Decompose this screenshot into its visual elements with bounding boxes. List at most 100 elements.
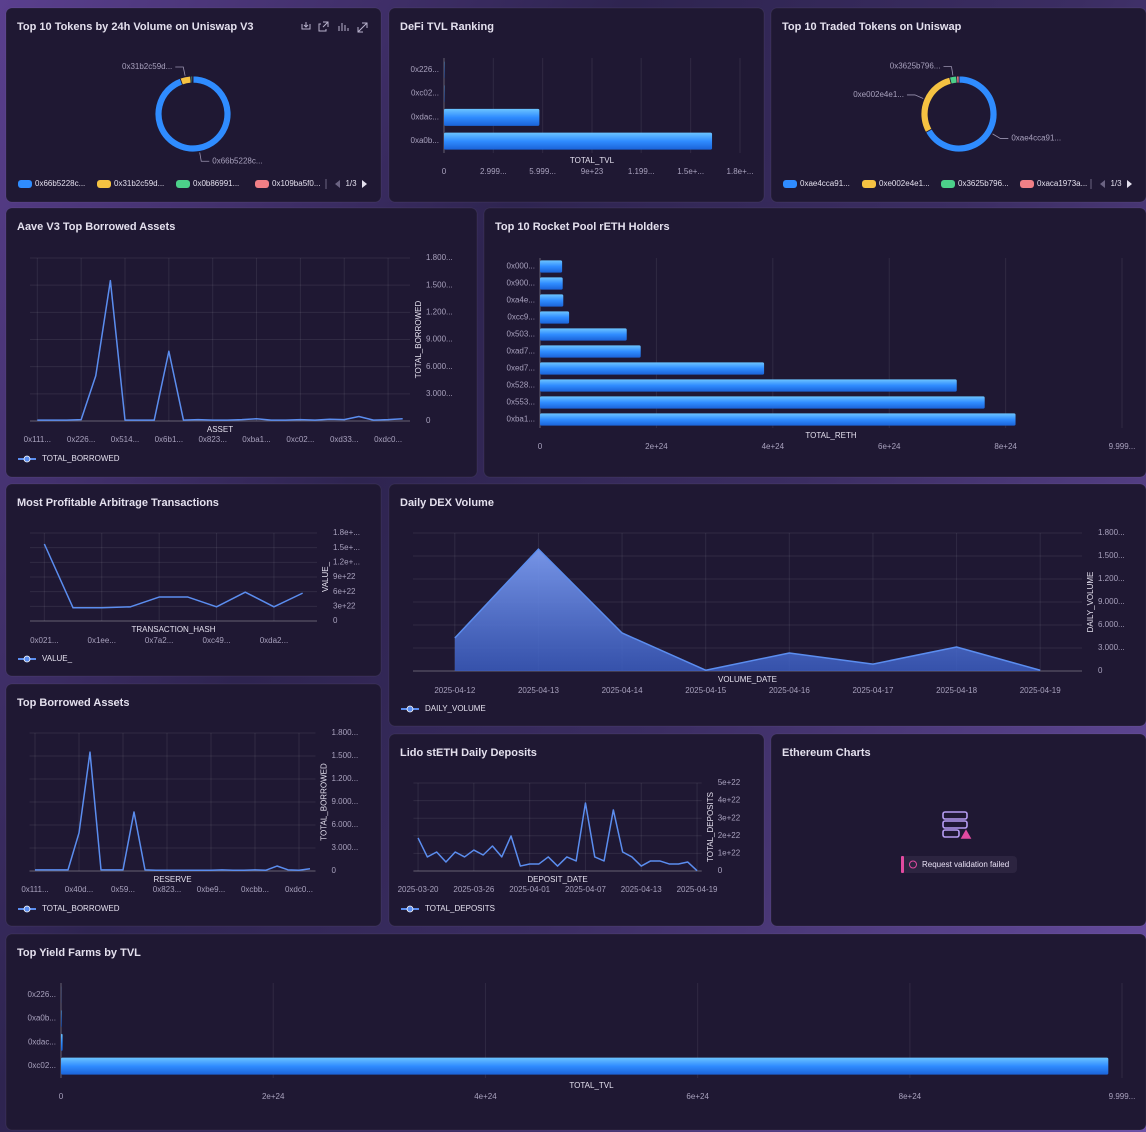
donut-slice <box>191 75 194 84</box>
legend-label: VALUE_ <box>42 654 73 663</box>
label-leader <box>199 152 210 162</box>
legend-swatch <box>176 180 190 188</box>
y-axis-title: VALUE_ <box>321 561 330 592</box>
x-tick-label: 9e+23 <box>581 167 604 176</box>
x-axis-title: TOTAL_TVL <box>569 1081 614 1090</box>
x-tick-label: 1.199... <box>628 167 655 176</box>
error-badge <box>901 856 1017 873</box>
panel <box>770 7 1146 203</box>
bar <box>540 396 985 409</box>
pager-label: 1/3 <box>345 179 357 188</box>
panel-title: Aave V3 Top Borrowed Assets <box>17 221 175 233</box>
x-axis-title: ASSET <box>207 425 233 434</box>
label-leader <box>992 133 1009 139</box>
y-tick-label: 0x226... <box>411 65 439 74</box>
pager-next[interactable] <box>362 180 367 188</box>
chart-icon[interactable] <box>338 23 349 31</box>
x-tick-label: 0xcbb... <box>241 885 269 894</box>
expand-icon[interactable] <box>357 22 368 33</box>
y-tick-label: 0 <box>718 866 723 875</box>
panel-title: Ethereum Charts <box>782 747 871 759</box>
pager-next[interactable] <box>1127 180 1132 188</box>
bar <box>61 1033 63 1051</box>
y-axis-title: TOTAL_DEPOSITS <box>706 792 715 862</box>
panel-toolbar <box>301 21 368 33</box>
x-tick-label: 0x40d... <box>65 885 93 894</box>
y-tick-label: 6.000... <box>426 362 453 371</box>
bar <box>444 132 713 150</box>
panel <box>388 7 765 203</box>
x-tick-label: 0 <box>538 442 543 451</box>
bar <box>540 362 765 375</box>
bar <box>540 311 570 324</box>
legend-dot <box>406 705 414 713</box>
x-tick-label: 0x021... <box>30 636 58 645</box>
y-tick-label: 0 <box>1098 666 1103 675</box>
x-tick-label: 1.5e+... <box>677 167 704 176</box>
panel-title: Top 10 Traded Tokens on Uniswap <box>782 21 962 33</box>
y-tick-label: 1e+22 <box>718 849 741 858</box>
legend-swatch <box>1020 180 1034 188</box>
x-tick-label: 2025-04-17 <box>852 686 893 695</box>
x-tick-label: 2025-04-18 <box>936 686 977 695</box>
error-message: Request validation failed <box>922 860 1009 869</box>
legend-label: 0xaca1973a... <box>1037 179 1087 188</box>
x-tick-label: 6e+24 <box>878 442 901 451</box>
y-tick-label: 0xdac... <box>28 1037 56 1046</box>
x-tick-label: 1.8e+... <box>727 167 754 176</box>
x-tick-label: 9.999... <box>1109 1092 1136 1101</box>
line <box>417 802 698 872</box>
legend-swatch <box>941 180 955 188</box>
error-icon <box>942 811 972 839</box>
legend-label: 0xae4cca91... <box>800 179 850 188</box>
x-tick-label: 2025-04-12 <box>434 686 475 695</box>
y-tick-label: 9.000... <box>426 335 453 344</box>
y-tick-label: 2e+22 <box>718 831 741 840</box>
slice-label: 0xae4cca91... <box>1011 134 1061 143</box>
x-tick-label: 8e+24 <box>994 442 1017 451</box>
x-tick-label: 2025-04-13 <box>518 686 559 695</box>
y-tick-label: 0xa0b... <box>411 136 439 145</box>
download-icon[interactable] <box>301 22 311 30</box>
y-tick-label: 6.000... <box>1098 620 1125 629</box>
line <box>35 751 311 871</box>
pager-prev[interactable] <box>1100 180 1105 188</box>
donut-slice <box>956 75 960 84</box>
panel <box>483 207 1146 478</box>
y-tick-label: 0x900... <box>507 279 535 288</box>
x-axis-title: VOLUME_DATE <box>718 675 777 684</box>
y-tick-label: 0 <box>426 416 431 425</box>
bar <box>61 1010 62 1028</box>
x-tick-label: 0x111... <box>24 435 51 444</box>
legend-label: 0x0b86991... <box>193 179 239 188</box>
y-tick-label: 9.000... <box>332 797 359 806</box>
bar <box>540 294 564 307</box>
y-tick-label: 1.500... <box>1098 551 1125 560</box>
legend-label: TOTAL_BORROWED <box>42 904 120 913</box>
pager-prev[interactable] <box>335 180 340 188</box>
y-tick-label: 0x528... <box>507 381 535 390</box>
panel-title: Top Yield Farms by TVL <box>17 947 141 959</box>
panel-title: Top 10 Tokens by 24h Volume on Uniswap V… <box>17 21 254 33</box>
legend-label: 0x109ba5f0... <box>272 179 320 188</box>
y-tick-label: 3.000... <box>332 843 359 852</box>
panel-content: Top 10 Rocket Pool rETH Holders 0 2e+24 4e+… <box>495 221 1135 451</box>
y-tick-label: 6.000... <box>332 820 359 829</box>
open-icon[interactable] <box>318 21 329 32</box>
x-tick-label: 0xc02... <box>286 435 314 444</box>
bar <box>61 1057 1109 1075</box>
x-tick-label: 0xbe9... <box>197 885 225 894</box>
x-tick-label: 2e+24 <box>645 442 668 451</box>
error-dot <box>909 860 917 869</box>
x-tick-label: 2025-04-14 <box>602 686 643 695</box>
x-tick-label: 2025-04-13 <box>621 885 662 894</box>
x-tick-label: 2e+24 <box>262 1092 285 1101</box>
x-tick-label: 9.999... <box>1109 442 1136 451</box>
y-tick-label: 3e+22 <box>718 813 741 822</box>
panel <box>5 933 1146 1131</box>
y-tick-label: 9e+22 <box>333 572 356 581</box>
ethereum-panel: Ethereum Charts Request validation faile… <box>770 733 1146 927</box>
x-tick-label: 2025-03-20 <box>398 885 439 894</box>
bar <box>540 277 563 290</box>
donut-slice <box>179 75 192 86</box>
